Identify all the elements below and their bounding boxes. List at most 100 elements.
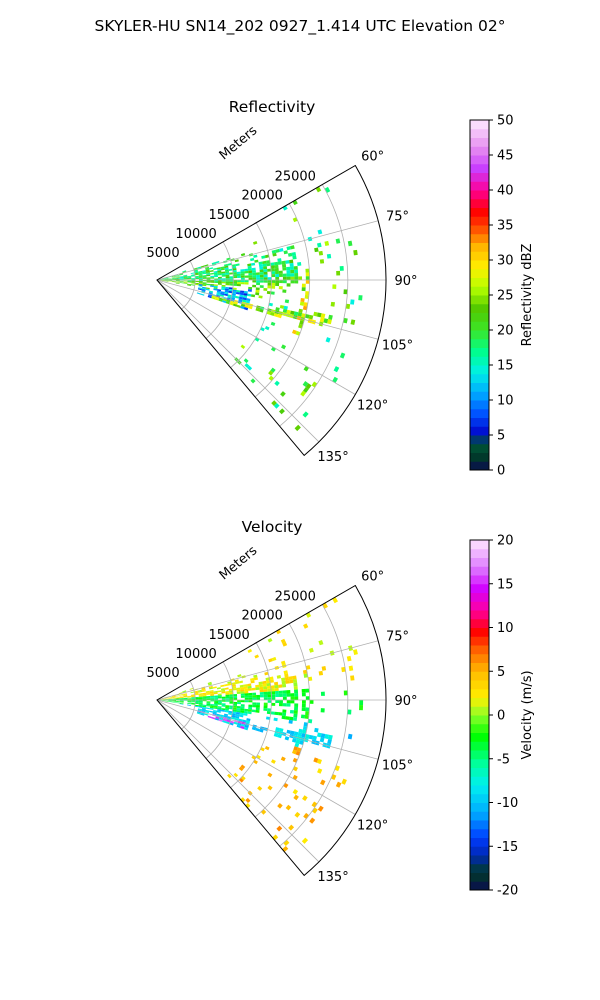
radar-gate <box>194 272 199 275</box>
radar-gate <box>290 693 295 697</box>
figure-suptitle: SKYLER-HU SN14_202 0927_1.414 UTC Elevat… <box>95 17 506 36</box>
radar-gate <box>183 278 188 280</box>
radar-gate <box>201 687 206 690</box>
radar-gate <box>224 265 229 269</box>
angle-gridline <box>156 220 379 281</box>
radar-gate <box>256 702 261 706</box>
radar-gate <box>231 684 236 687</box>
radar-gate <box>224 687 229 690</box>
radar-gate <box>353 649 358 655</box>
radar-gate <box>211 716 216 720</box>
radar-gate <box>298 308 303 314</box>
radar-gate <box>187 281 192 283</box>
radar-gate <box>183 693 188 696</box>
radar-gate <box>224 291 229 295</box>
radar-gate <box>255 287 260 291</box>
radar-gate <box>281 680 286 685</box>
radar-gate <box>290 276 295 280</box>
radar-gate <box>231 264 236 267</box>
radar-gate <box>198 690 203 693</box>
radar-gate <box>213 272 218 275</box>
radar-gate <box>264 671 269 676</box>
radar-gate <box>201 290 206 293</box>
radar-gate <box>204 713 209 716</box>
colorbar-swatch <box>470 592 489 602</box>
radar-gate <box>259 728 264 733</box>
radar-gate <box>164 277 169 279</box>
radar-gate <box>317 229 323 235</box>
radar-gate <box>229 281 234 284</box>
radar-gate <box>270 685 275 689</box>
radar-gate <box>255 709 260 713</box>
radar-gate <box>187 275 192 277</box>
radar-gate <box>240 344 246 350</box>
radar-gate <box>172 279 177 280</box>
radar-gate <box>198 275 203 277</box>
radar-gate <box>240 275 245 278</box>
radar-gate <box>267 697 272 700</box>
radar-gate <box>201 688 206 691</box>
radar-gate <box>305 711 310 716</box>
radar-gate <box>303 812 310 819</box>
radar-gate <box>209 267 214 270</box>
radar-gate <box>217 268 222 271</box>
radar-gate <box>305 665 311 670</box>
radar-gate <box>216 687 221 690</box>
radar-gate <box>212 711 217 714</box>
radar-gate <box>226 257 231 261</box>
radar-gate <box>223 683 229 687</box>
radar-gate <box>271 249 277 254</box>
radar-gate <box>244 690 249 694</box>
radar-gate <box>275 700 280 704</box>
radar-gate <box>226 299 231 303</box>
radar-gate <box>232 287 237 290</box>
radar-gate <box>305 707 310 712</box>
radar-gate <box>320 733 326 739</box>
radar-gate <box>236 705 241 709</box>
radar-gate <box>271 280 276 283</box>
radar-gate <box>243 686 248 690</box>
radial-tick-label: 20000 <box>242 609 283 624</box>
radar-gate <box>250 257 255 262</box>
radar-gate <box>271 697 276 700</box>
radar-gate <box>189 687 194 690</box>
radar-gate <box>221 288 226 291</box>
radar-gate <box>217 271 222 274</box>
radar-gate <box>160 280 165 282</box>
radar-gate <box>273 733 279 738</box>
radial-tick-label: 20000 <box>242 189 283 204</box>
radar-gate <box>341 666 346 673</box>
radar-gate <box>212 712 217 716</box>
radar-gate <box>250 378 256 384</box>
radar-gate <box>233 696 238 699</box>
radar-gate <box>270 268 275 272</box>
radar-gate <box>225 721 230 725</box>
colorbar-swatch <box>470 767 489 777</box>
radar-gate <box>243 710 248 714</box>
radar-gate <box>172 278 177 279</box>
radar-gate <box>164 280 169 282</box>
radar-gate <box>350 319 356 326</box>
radar-gate <box>183 281 188 284</box>
radar-gate <box>275 273 280 278</box>
radar-gate <box>346 655 352 662</box>
radar-gate <box>227 681 232 684</box>
radar-gate <box>277 258 282 262</box>
radar-gate <box>250 262 256 266</box>
radar-gate <box>227 263 232 266</box>
radar-gate <box>202 695 207 697</box>
radar-gate <box>228 710 233 714</box>
radar-gate <box>160 278 165 280</box>
radar-gate <box>198 695 203 697</box>
angle-tick-label: 105° <box>382 758 413 773</box>
angle-tick-label: 75° <box>386 630 409 645</box>
angle-gridline <box>156 699 379 760</box>
colorbar-swatch <box>470 872 489 882</box>
radar-gate <box>293 713 298 718</box>
radar-gate <box>229 280 234 282</box>
radar-gate <box>318 639 324 646</box>
radar-gate <box>224 290 229 293</box>
radar-gate <box>243 726 249 731</box>
radar-gate <box>172 700 177 702</box>
colorbar-swatch <box>470 811 489 821</box>
